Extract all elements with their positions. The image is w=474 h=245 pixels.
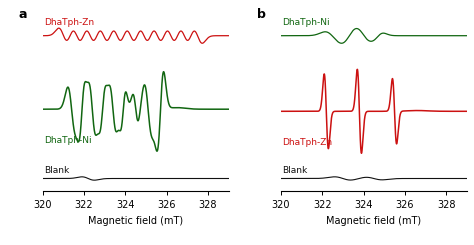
Text: DhaTph-Ni: DhaTph-Ni: [282, 18, 329, 27]
Text: DhaTph-Zn: DhaTph-Zn: [282, 138, 332, 147]
Text: DhaTph-Zn: DhaTph-Zn: [44, 18, 94, 27]
X-axis label: Magnetic field (mT): Magnetic field (mT): [326, 216, 421, 226]
X-axis label: Magnetic field (mT): Magnetic field (mT): [88, 216, 183, 226]
Text: b: b: [256, 8, 265, 21]
Text: Blank: Blank: [44, 166, 69, 175]
Text: DhaTph-Ni: DhaTph-Ni: [44, 136, 91, 145]
Text: Blank: Blank: [282, 166, 307, 175]
Text: a: a: [18, 8, 27, 21]
